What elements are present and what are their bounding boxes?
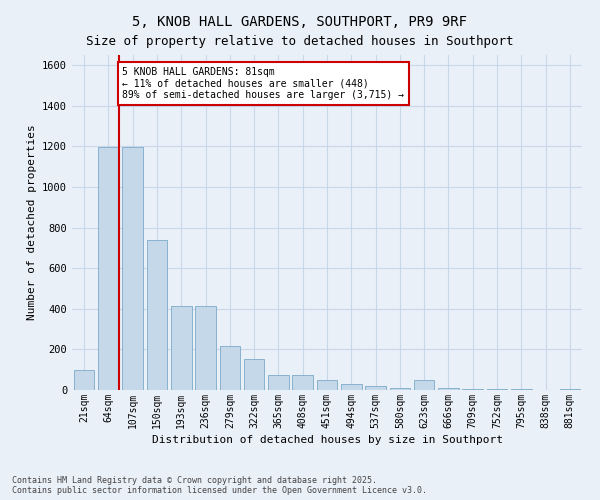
- Bar: [171, 306, 191, 390]
- Text: 5, KNOB HALL GARDENS, SOUTHPORT, PR9 9RF: 5, KNOB HALL GARDENS, SOUTHPORT, PR9 9RF: [133, 15, 467, 29]
- Bar: [146, 240, 167, 390]
- Bar: [438, 388, 459, 390]
- Bar: [244, 358, 265, 390]
- Bar: [195, 306, 216, 390]
- Bar: [220, 346, 240, 390]
- Text: 5 KNOB HALL GARDENS: 81sqm
← 11% of detached houses are smaller (448)
89% of sem: 5 KNOB HALL GARDENS: 81sqm ← 11% of deta…: [122, 67, 404, 100]
- Y-axis label: Number of detached properties: Number of detached properties: [26, 124, 37, 320]
- Bar: [365, 386, 386, 390]
- Bar: [463, 389, 483, 390]
- Bar: [317, 380, 337, 390]
- Text: Size of property relative to detached houses in Southport: Size of property relative to detached ho…: [86, 35, 514, 48]
- Bar: [98, 148, 119, 390]
- Bar: [292, 375, 313, 390]
- Bar: [560, 389, 580, 390]
- Bar: [268, 375, 289, 390]
- X-axis label: Distribution of detached houses by size in Southport: Distribution of detached houses by size …: [151, 435, 503, 445]
- Bar: [487, 389, 508, 390]
- Bar: [414, 380, 434, 390]
- Bar: [341, 384, 362, 390]
- Bar: [389, 388, 410, 390]
- Bar: [511, 389, 532, 390]
- Bar: [74, 370, 94, 390]
- Bar: [122, 148, 143, 390]
- Text: Contains HM Land Registry data © Crown copyright and database right 2025.
Contai: Contains HM Land Registry data © Crown c…: [12, 476, 427, 495]
